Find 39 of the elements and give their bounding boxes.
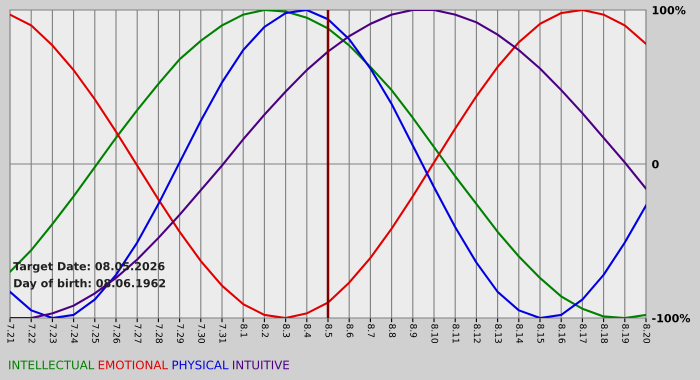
- line-series: [10, 10, 646, 318]
- x-tick-label: 8.16: [558, 324, 566, 344]
- text: EMOTIONAL: [98, 360, 168, 370]
- x-tick-label: 7.30: [198, 324, 206, 344]
- x-tick-label: 8.7: [368, 324, 375, 338]
- x-tick-label: 7.26: [113, 324, 120, 344]
- y-tick-label: 100%: [652, 6, 686, 14]
- x-tick-label: 7.25: [92, 324, 100, 343]
- x-tick-label: 7.21: [8, 324, 14, 343]
- x-tick-label: 8.1: [240, 324, 248, 338]
- y-tick-label: 0: [652, 160, 659, 168]
- x-tick-label: 7.23: [50, 324, 57, 343]
- x-tick-label: 8.3: [282, 324, 290, 338]
- x-tick-label: 8.5: [325, 324, 332, 338]
- x-tick-label: 7.29: [176, 324, 184, 344]
- x-tick-label: 8.14: [516, 324, 524, 344]
- text: INTELLECTUAL: [9, 360, 94, 370]
- x-tick-label: 8.11: [452, 324, 460, 343]
- text: INTUITIVE: [233, 360, 289, 370]
- x-tick-label: 8.10: [431, 324, 438, 344]
- x-tick-label: 8.18: [600, 324, 608, 344]
- x-tick-label: 8.6: [346, 324, 354, 338]
- x-tick-label: 7.31: [219, 324, 226, 343]
- x-tick-label: 7.28: [156, 324, 163, 344]
- x-tick-label: 8.8: [388, 324, 396, 338]
- x-tick-label: 8.13: [494, 324, 502, 343]
- x-tick-label: 7.24: [71, 324, 78, 344]
- y-tick-label: -100%: [652, 314, 690, 322]
- x-tick-label: 7.22: [28, 324, 36, 343]
- x-tick-label: 8.12: [474, 324, 481, 343]
- x-tick-label: 8.17: [580, 324, 587, 343]
- x-tick-label: 8.9: [410, 324, 418, 338]
- x-tick-label: 8.15: [537, 324, 544, 343]
- x-tick-label: 7.27: [134, 324, 142, 343]
- text: PHYSICAL: [172, 360, 229, 370]
- x-tick-label: 8.4: [304, 324, 312, 338]
- x-tick-label: 8.20: [643, 324, 650, 344]
- x-tick-label: 8.19: [622, 324, 630, 344]
- x-tick-label: 8.2: [262, 324, 269, 338]
